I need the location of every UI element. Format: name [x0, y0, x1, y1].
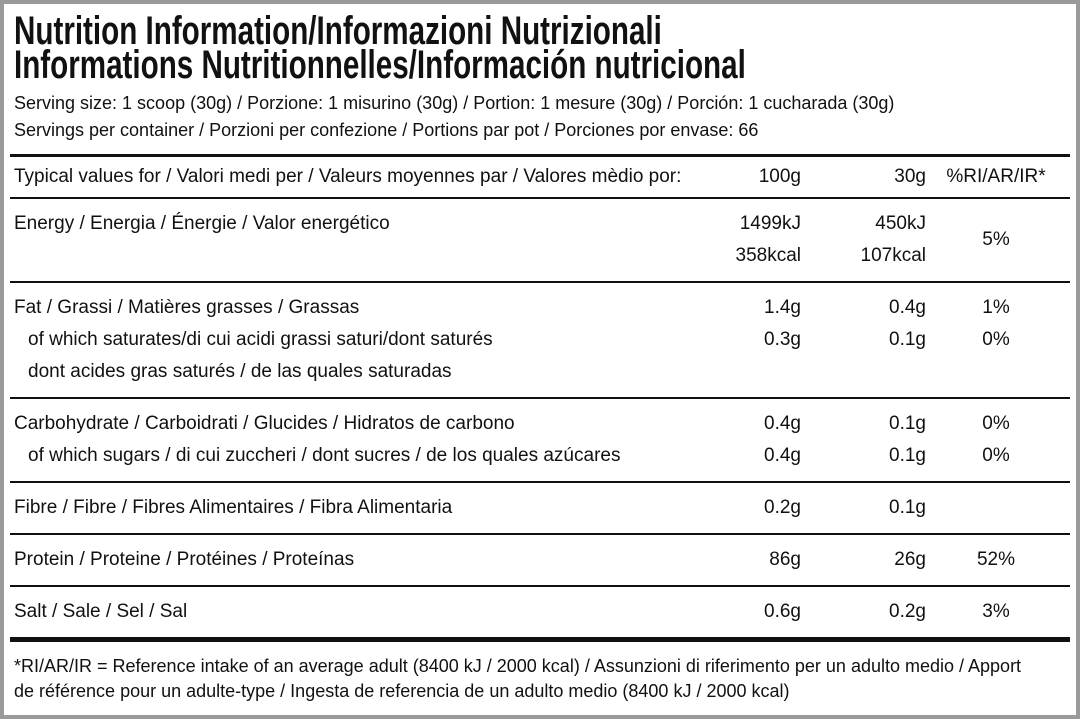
nutrient-label: of which saturates/di cui acidi grassi s… [28, 329, 493, 350]
value-30g: 0.1g [889, 445, 926, 466]
serving-block: Serving size: 1 scoop (30g) / Porzione: … [10, 90, 1070, 144]
value-ri: 1% [982, 297, 1010, 318]
nutrient-label: Fibre / Fibre / Fibres Alimentaires / Fi… [14, 497, 453, 518]
value-30g: 0.1g [889, 413, 926, 434]
value-ri: 0% [982, 445, 1010, 466]
value-30g: 26g [894, 549, 926, 570]
footnote: *RI/AR/IR = Reference intake of an avera… [10, 637, 1070, 704]
value-100g: 0.4g [764, 445, 801, 466]
empty-cell [721, 356, 801, 388]
value-30g: 450kJ [875, 213, 926, 234]
value-30g: 0.4g [889, 297, 926, 318]
value-30g: 0.2g [889, 601, 926, 622]
value-100g: 0.4g [764, 413, 801, 434]
serving-line: Serving size: 1 scoop (30g) / Porzione: … [14, 93, 895, 113]
table-header: Typical values for / Valori medi per / V… [10, 154, 1070, 197]
value-100g: 86g [769, 549, 801, 570]
empty-cell [926, 492, 1066, 524]
value-100g: 0.3g [764, 329, 801, 350]
value-30g: 0.1g [889, 329, 926, 350]
value-30g: 0.1g [889, 497, 926, 518]
nutrient-label: Fat / Grassi / Matières grasses / Grassa… [14, 297, 360, 318]
nutrient-label: Energy / Energia / Énergie / Valor energ… [14, 213, 390, 234]
value-100g: 1499kJ [739, 213, 801, 234]
nutrient-group: Energy / Energia / Énergie / Valor energ… [10, 197, 1070, 281]
nutrient-group: Fat / Grassi / Matières grasses / Grassa… [10, 281, 1070, 397]
title-text: Nutrition Information/Informazioni Nutri… [14, 9, 662, 53]
nutrient-label: Protein / Proteine / Protéines / Proteín… [14, 549, 355, 570]
table-body: Energy / Energia / Énergie / Valor energ… [10, 197, 1070, 637]
value-ri: 52% [976, 549, 1016, 570]
empty-cell [926, 356, 1066, 388]
empty-cell [14, 240, 721, 272]
value-ri: 3% [982, 601, 1010, 622]
value-100g: 1.4g [764, 297, 801, 318]
title-line: Nutrition Information/Informazioni Nutri… [10, 9, 1070, 53]
title-text: Informations Nutritionnelles/Información… [14, 43, 746, 87]
column-header: %RI/AR/IR* [946, 166, 1046, 187]
empty-cell [801, 356, 926, 388]
title-block: Nutrition Information/Informazioni Nutri… [10, 9, 1070, 87]
value-ri: 5% [982, 229, 1010, 250]
footnote-line: *RI/AR/IR = Reference intake of an avera… [14, 656, 1022, 676]
nutrient-group: Salt / Sale / Sel / Sal 0.6g 0.2g 3% [10, 585, 1070, 637]
column-header: 100g [758, 166, 801, 187]
column-header: Typical values for / Valori medi per / V… [14, 166, 682, 187]
nutrient-label: Carbohydrate / Carboidrati / Glucides / … [14, 413, 515, 434]
nutrient-label: Salt / Sale / Sel / Sal [14, 601, 188, 622]
value-ri: 0% [982, 413, 1010, 434]
title-line: Informations Nutritionnelles/Información… [10, 43, 1070, 87]
nutrient-label: of which sugars / di cui zuccheri / dont… [28, 445, 621, 466]
value-ri: 0% [982, 329, 1010, 350]
nutrient-label: dont acides gras saturés / de las quales… [28, 361, 452, 382]
footnote-line: de référence pour un adulte-type / Inges… [14, 681, 790, 701]
value-30g: 107kcal [860, 245, 927, 266]
nutrient-group: Protein / Proteine / Protéines / Proteín… [10, 533, 1070, 585]
value-100g: 0.6g [764, 601, 801, 622]
nutrient-group: Fibre / Fibre / Fibres Alimentaires / Fi… [10, 481, 1070, 533]
value-100g: 0.2g [764, 497, 801, 518]
value-100g: 358kcal [735, 245, 802, 266]
column-header: 30g [894, 166, 926, 187]
serving-line: Servings per container / Porzioni per co… [14, 120, 759, 140]
nutrient-group: Carbohydrate / Carboidrati / Glucides / … [10, 397, 1070, 481]
